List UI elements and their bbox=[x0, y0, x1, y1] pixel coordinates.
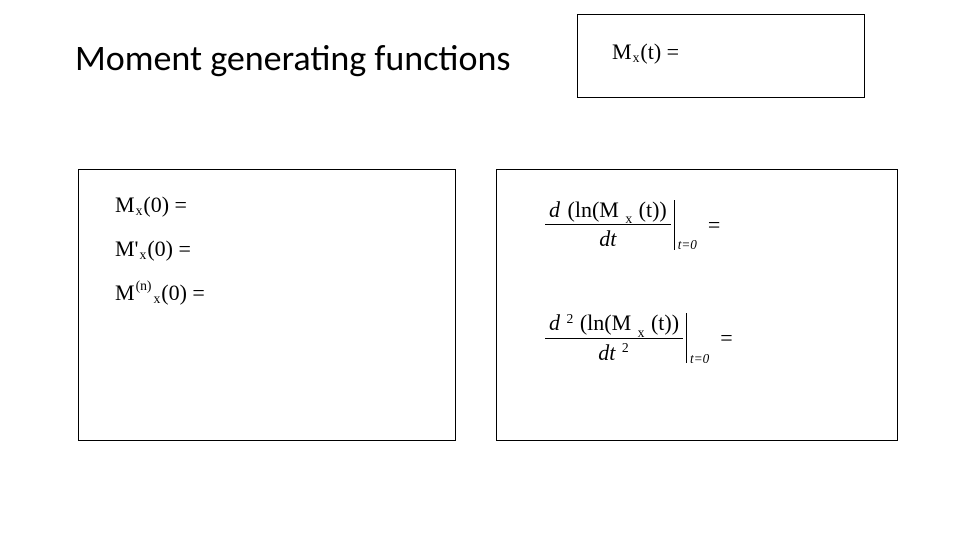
eval-t0: t=0 bbox=[690, 352, 709, 365]
sub-x: x bbox=[638, 325, 645, 340]
sym-t: t bbox=[609, 340, 615, 365]
frac-den: dt bbox=[595, 225, 620, 251]
arg-eq: (0) = bbox=[143, 194, 187, 216]
sym-M: M bbox=[612, 41, 632, 63]
sym-d: d bbox=[598, 340, 609, 365]
num-close: (t)) bbox=[651, 310, 679, 335]
sym-t: t bbox=[610, 226, 616, 251]
sub-x: x bbox=[633, 51, 640, 65]
sym-M: M bbox=[115, 194, 135, 216]
eval-t0: t=0 bbox=[678, 238, 697, 251]
page-title: Moment generating functions bbox=[75, 36, 510, 80]
box-mgf-definition: M x (t) = bbox=[577, 14, 865, 98]
equals: = bbox=[720, 327, 732, 349]
num-close: (t)) bbox=[639, 197, 667, 222]
arg-eq: (0) = bbox=[147, 238, 191, 260]
sym-d: d bbox=[549, 310, 560, 335]
eval-bar: t=0 bbox=[674, 200, 694, 250]
box-moments: M x (0) = M' x (0) = M (n) x (0) = bbox=[78, 169, 456, 441]
sup-2: 2 bbox=[567, 311, 574, 326]
fraction-2: d 2 (ln(M x (t)) dt 2 bbox=[545, 311, 683, 364]
sym-M: M bbox=[115, 282, 135, 304]
box-cumulants: d (ln(M x (t)) dt t=0 = d 2 (l bbox=[496, 169, 898, 441]
frac-num: d (ln(M x (t)) bbox=[545, 198, 671, 225]
frac-den: dt 2 bbox=[594, 339, 633, 365]
equation-d2ln: d 2 (ln(M x (t)) dt 2 t=0 = bbox=[545, 311, 897, 364]
arg-eq: (0) = bbox=[161, 282, 205, 304]
fraction-1: d (ln(M x (t)) dt bbox=[545, 198, 671, 251]
equation-mn0: M (n) x (0) = bbox=[115, 282, 455, 304]
equation-dln: d (ln(M x (t)) dt t=0 = bbox=[545, 198, 897, 251]
eval-bar: t=0 bbox=[686, 313, 706, 363]
sub-x: x bbox=[625, 211, 632, 226]
sub-x: x bbox=[140, 248, 147, 262]
num-open: (ln(M bbox=[568, 197, 619, 222]
equation-mgf: M x (t) = bbox=[612, 41, 864, 63]
equation-m0: M x (0) = bbox=[115, 194, 455, 216]
arg-eq: (t) = bbox=[640, 41, 679, 63]
equation-mprime0: M' x (0) = bbox=[115, 238, 455, 260]
frac-num: d 2 (ln(M x (t)) bbox=[545, 311, 683, 338]
slide: Moment generating functions M x (t) = M … bbox=[0, 0, 960, 540]
sub-x: x bbox=[136, 204, 143, 218]
sup-2: 2 bbox=[622, 340, 629, 355]
sup-n: (n) bbox=[136, 279, 152, 293]
num-open: (ln(M bbox=[580, 310, 631, 335]
sub-x: x bbox=[153, 292, 160, 306]
equals: = bbox=[708, 214, 720, 236]
sym-Mprime: M' bbox=[115, 238, 139, 260]
sym-d: d bbox=[599, 226, 610, 251]
sym-d: d bbox=[549, 197, 560, 222]
